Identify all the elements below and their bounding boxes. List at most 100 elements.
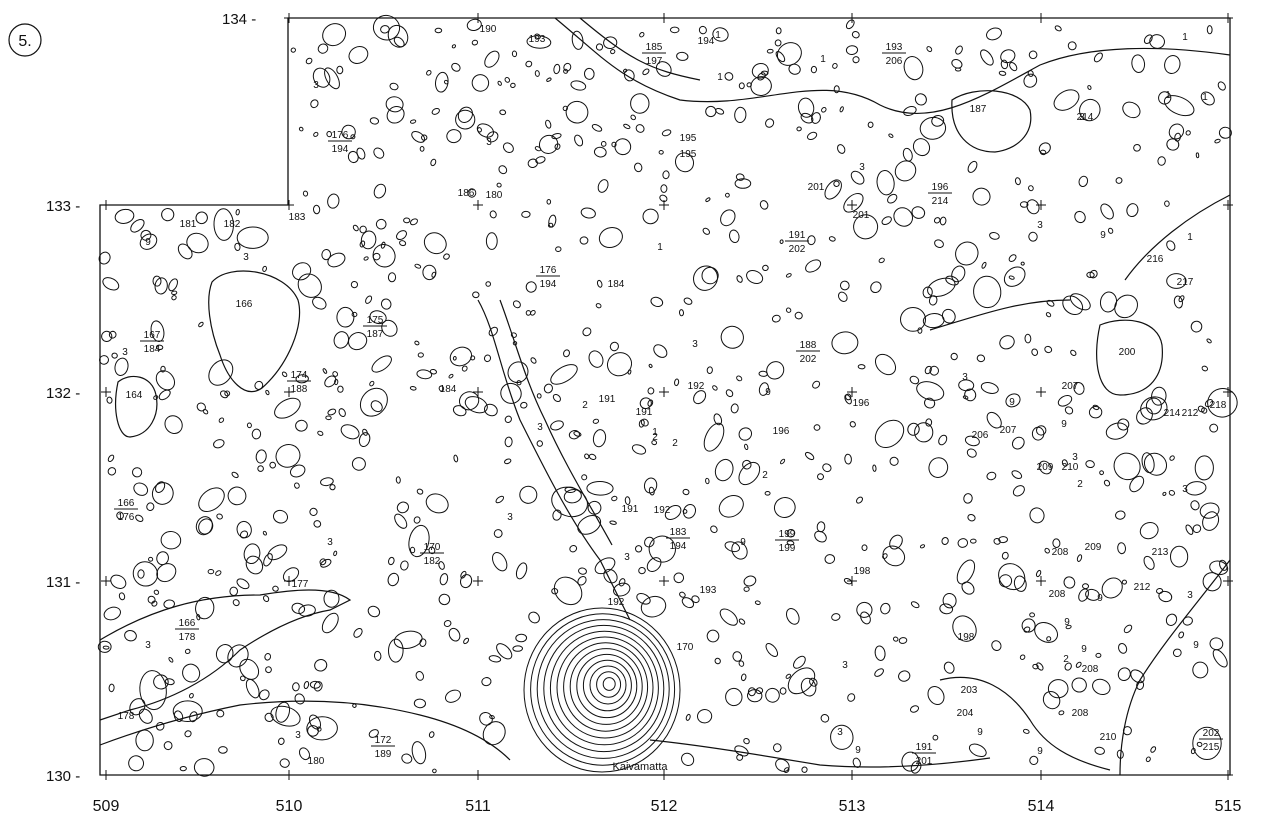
stone xyxy=(484,50,500,68)
stone xyxy=(543,383,553,394)
stone xyxy=(755,687,764,695)
stone xyxy=(951,265,966,283)
stone xyxy=(676,51,689,61)
stone xyxy=(1046,636,1052,642)
stone xyxy=(735,173,745,181)
stratigraphy-label: 9 xyxy=(145,237,151,248)
stone xyxy=(515,562,528,580)
stone xyxy=(878,257,885,264)
stratigraphy-label: 183 xyxy=(289,212,306,223)
stratigraphy-label: 193 xyxy=(700,585,717,596)
plate-number-marker: 5. xyxy=(8,23,42,57)
stone xyxy=(705,477,710,485)
stone xyxy=(1214,138,1221,144)
stone xyxy=(317,43,329,54)
stone xyxy=(638,566,646,575)
stone xyxy=(534,70,540,77)
stone xyxy=(1158,590,1173,603)
stratigraphy-label: 209 xyxy=(1037,462,1054,473)
stone xyxy=(882,545,906,567)
stone xyxy=(168,657,174,663)
stone xyxy=(443,620,452,627)
stone xyxy=(1008,254,1017,262)
stone xyxy=(111,352,118,359)
stone xyxy=(813,424,821,431)
fraction-denominator: 194 xyxy=(670,541,687,552)
stone xyxy=(942,593,957,609)
stone xyxy=(270,705,301,727)
fraction-denominator: 182 xyxy=(424,556,441,567)
stone xyxy=(931,115,945,127)
stone xyxy=(581,474,588,481)
stone xyxy=(662,170,670,180)
stone xyxy=(967,160,978,173)
stone xyxy=(312,67,331,88)
stone xyxy=(313,520,322,528)
stone xyxy=(551,486,588,518)
stone xyxy=(648,535,676,563)
stone xyxy=(1195,152,1200,159)
fraction-numerator: 193 xyxy=(886,42,903,53)
contour-line xyxy=(569,648,643,725)
stone xyxy=(1115,510,1126,520)
stone xyxy=(925,418,933,427)
stratigraphy-label: 184 xyxy=(608,279,625,290)
stone xyxy=(1199,502,1220,519)
stone xyxy=(155,344,164,351)
stone xyxy=(955,241,979,266)
stone xyxy=(1076,554,1083,562)
stone xyxy=(114,357,129,376)
stone xyxy=(1101,577,1123,599)
stratigraphy-label: 190 xyxy=(480,24,497,35)
stone xyxy=(594,557,616,575)
stone xyxy=(569,544,578,553)
stone xyxy=(962,395,969,400)
stone xyxy=(847,693,856,702)
stone xyxy=(1023,73,1038,88)
stone xyxy=(504,436,513,448)
stone xyxy=(973,275,1002,309)
stone xyxy=(738,618,746,625)
stone xyxy=(729,229,740,244)
stone xyxy=(320,477,334,487)
stone xyxy=(1206,25,1213,35)
stone xyxy=(718,495,744,518)
stone xyxy=(922,286,933,299)
stone xyxy=(102,645,110,650)
stone xyxy=(786,540,795,546)
stone xyxy=(277,737,285,745)
stone xyxy=(909,705,920,713)
stone xyxy=(595,303,602,309)
stone xyxy=(981,261,987,269)
stone xyxy=(389,82,399,91)
stone xyxy=(746,270,764,284)
stone xyxy=(500,382,522,404)
stone xyxy=(872,464,877,472)
stratigraphy-label: 1 xyxy=(1182,32,1188,43)
stone xyxy=(164,415,183,434)
stone xyxy=(198,518,214,535)
stone xyxy=(254,380,264,390)
stone xyxy=(1005,393,1021,408)
stone xyxy=(1024,333,1032,344)
stone xyxy=(919,116,947,140)
stone xyxy=(578,567,587,575)
stone xyxy=(843,192,864,213)
stone xyxy=(1092,678,1111,696)
stone xyxy=(952,615,977,642)
stone xyxy=(257,465,264,472)
stone xyxy=(340,424,360,440)
stone xyxy=(139,670,167,711)
stone xyxy=(535,156,546,164)
stone xyxy=(321,612,339,634)
stone xyxy=(272,509,289,524)
stone xyxy=(941,537,949,545)
stone xyxy=(1044,345,1053,354)
stone xyxy=(592,429,607,448)
stone xyxy=(1212,649,1228,668)
stone xyxy=(158,389,171,401)
stone xyxy=(243,543,261,565)
stone xyxy=(1079,98,1101,122)
stratigraphy-label: 186 xyxy=(458,188,475,199)
stone xyxy=(350,134,356,140)
